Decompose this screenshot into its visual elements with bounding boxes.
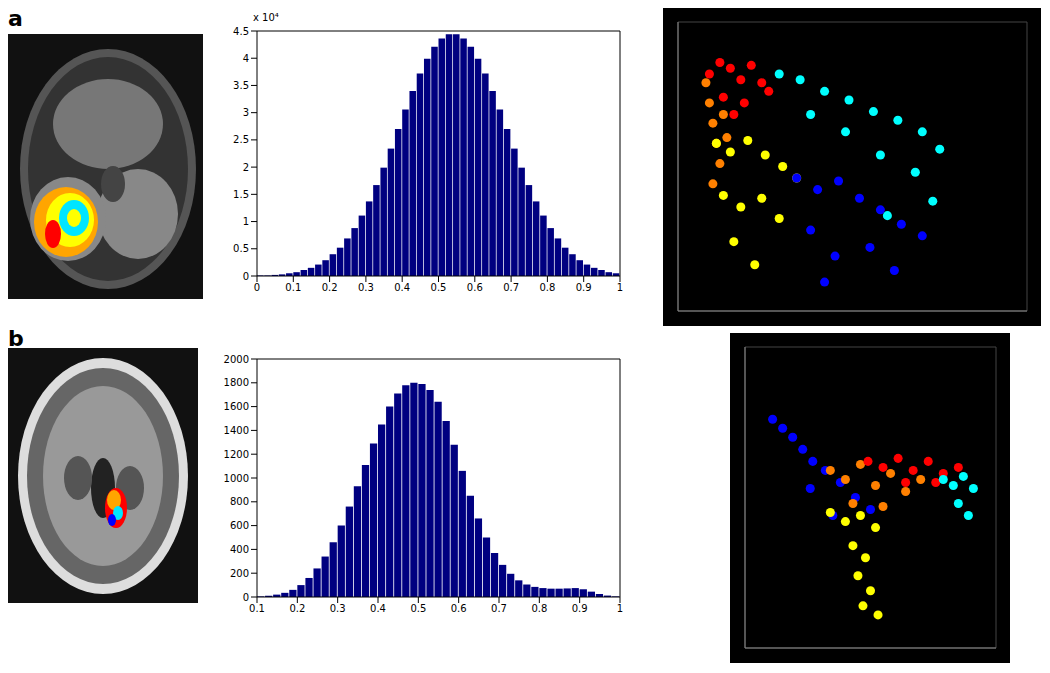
svg-text:0.3: 0.3 <box>330 603 346 614</box>
svg-text:0: 0 <box>243 592 249 603</box>
svg-text:1800: 1800 <box>224 377 249 388</box>
svg-text:1: 1 <box>617 282 623 293</box>
svg-text:0.1: 0.1 <box>249 603 265 614</box>
svg-text:0.9: 0.9 <box>576 282 592 293</box>
svg-text:0.7: 0.7 <box>491 603 507 614</box>
svg-text:800: 800 <box>230 496 249 507</box>
svg-text:0.8: 0.8 <box>539 282 555 293</box>
svg-text:4.5: 4.5 <box>233 26 249 37</box>
svg-text:1: 1 <box>617 603 623 614</box>
svg-text:3: 3 <box>243 107 249 118</box>
svg-text:0.6: 0.6 <box>451 603 467 614</box>
html-text:b: b <box>8 326 24 351</box>
svg-text:0.4: 0.4 <box>394 282 410 293</box>
svg-text:1: 1 <box>243 216 249 227</box>
svg-text:1600: 1600 <box>224 401 249 412</box>
svg-text:1000: 1000 <box>224 473 249 484</box>
svg-text:0.8: 0.8 <box>531 603 547 614</box>
svg-text:0.3: 0.3 <box>358 282 374 293</box>
svg-text:2: 2 <box>243 162 249 173</box>
svg-text:0.2: 0.2 <box>289 603 305 614</box>
html-text:x 10⁴: x 10⁴ <box>253 12 279 23</box>
svg-text:2000: 2000 <box>224 354 249 365</box>
svg-text:0.4: 0.4 <box>370 603 386 614</box>
svg-text:600: 600 <box>230 520 249 531</box>
svg-text:0.9: 0.9 <box>572 603 588 614</box>
svg-text:200: 200 <box>230 568 249 579</box>
svg-text:0.5: 0.5 <box>233 243 249 254</box>
svg-text:0: 0 <box>243 271 249 282</box>
svg-text:0.1: 0.1 <box>285 282 301 293</box>
svg-text:4: 4 <box>243 53 249 64</box>
svg-text:400: 400 <box>230 544 249 555</box>
svg-text:0.2: 0.2 <box>322 282 338 293</box>
svg-text:1200: 1200 <box>224 449 249 460</box>
svg-text:0.5: 0.5 <box>431 282 447 293</box>
svg-text:2.5: 2.5 <box>233 134 249 145</box>
svg-text:1.5: 1.5 <box>233 189 249 200</box>
svg-text:0: 0 <box>254 282 260 293</box>
svg-text:0.5: 0.5 <box>410 603 426 614</box>
svg-text:0.6: 0.6 <box>467 282 483 293</box>
svg-text:1400: 1400 <box>224 425 249 436</box>
svg-text:3.5: 3.5 <box>233 80 249 91</box>
html-text:a: a <box>8 6 23 31</box>
svg-text:0.7: 0.7 <box>503 282 519 293</box>
